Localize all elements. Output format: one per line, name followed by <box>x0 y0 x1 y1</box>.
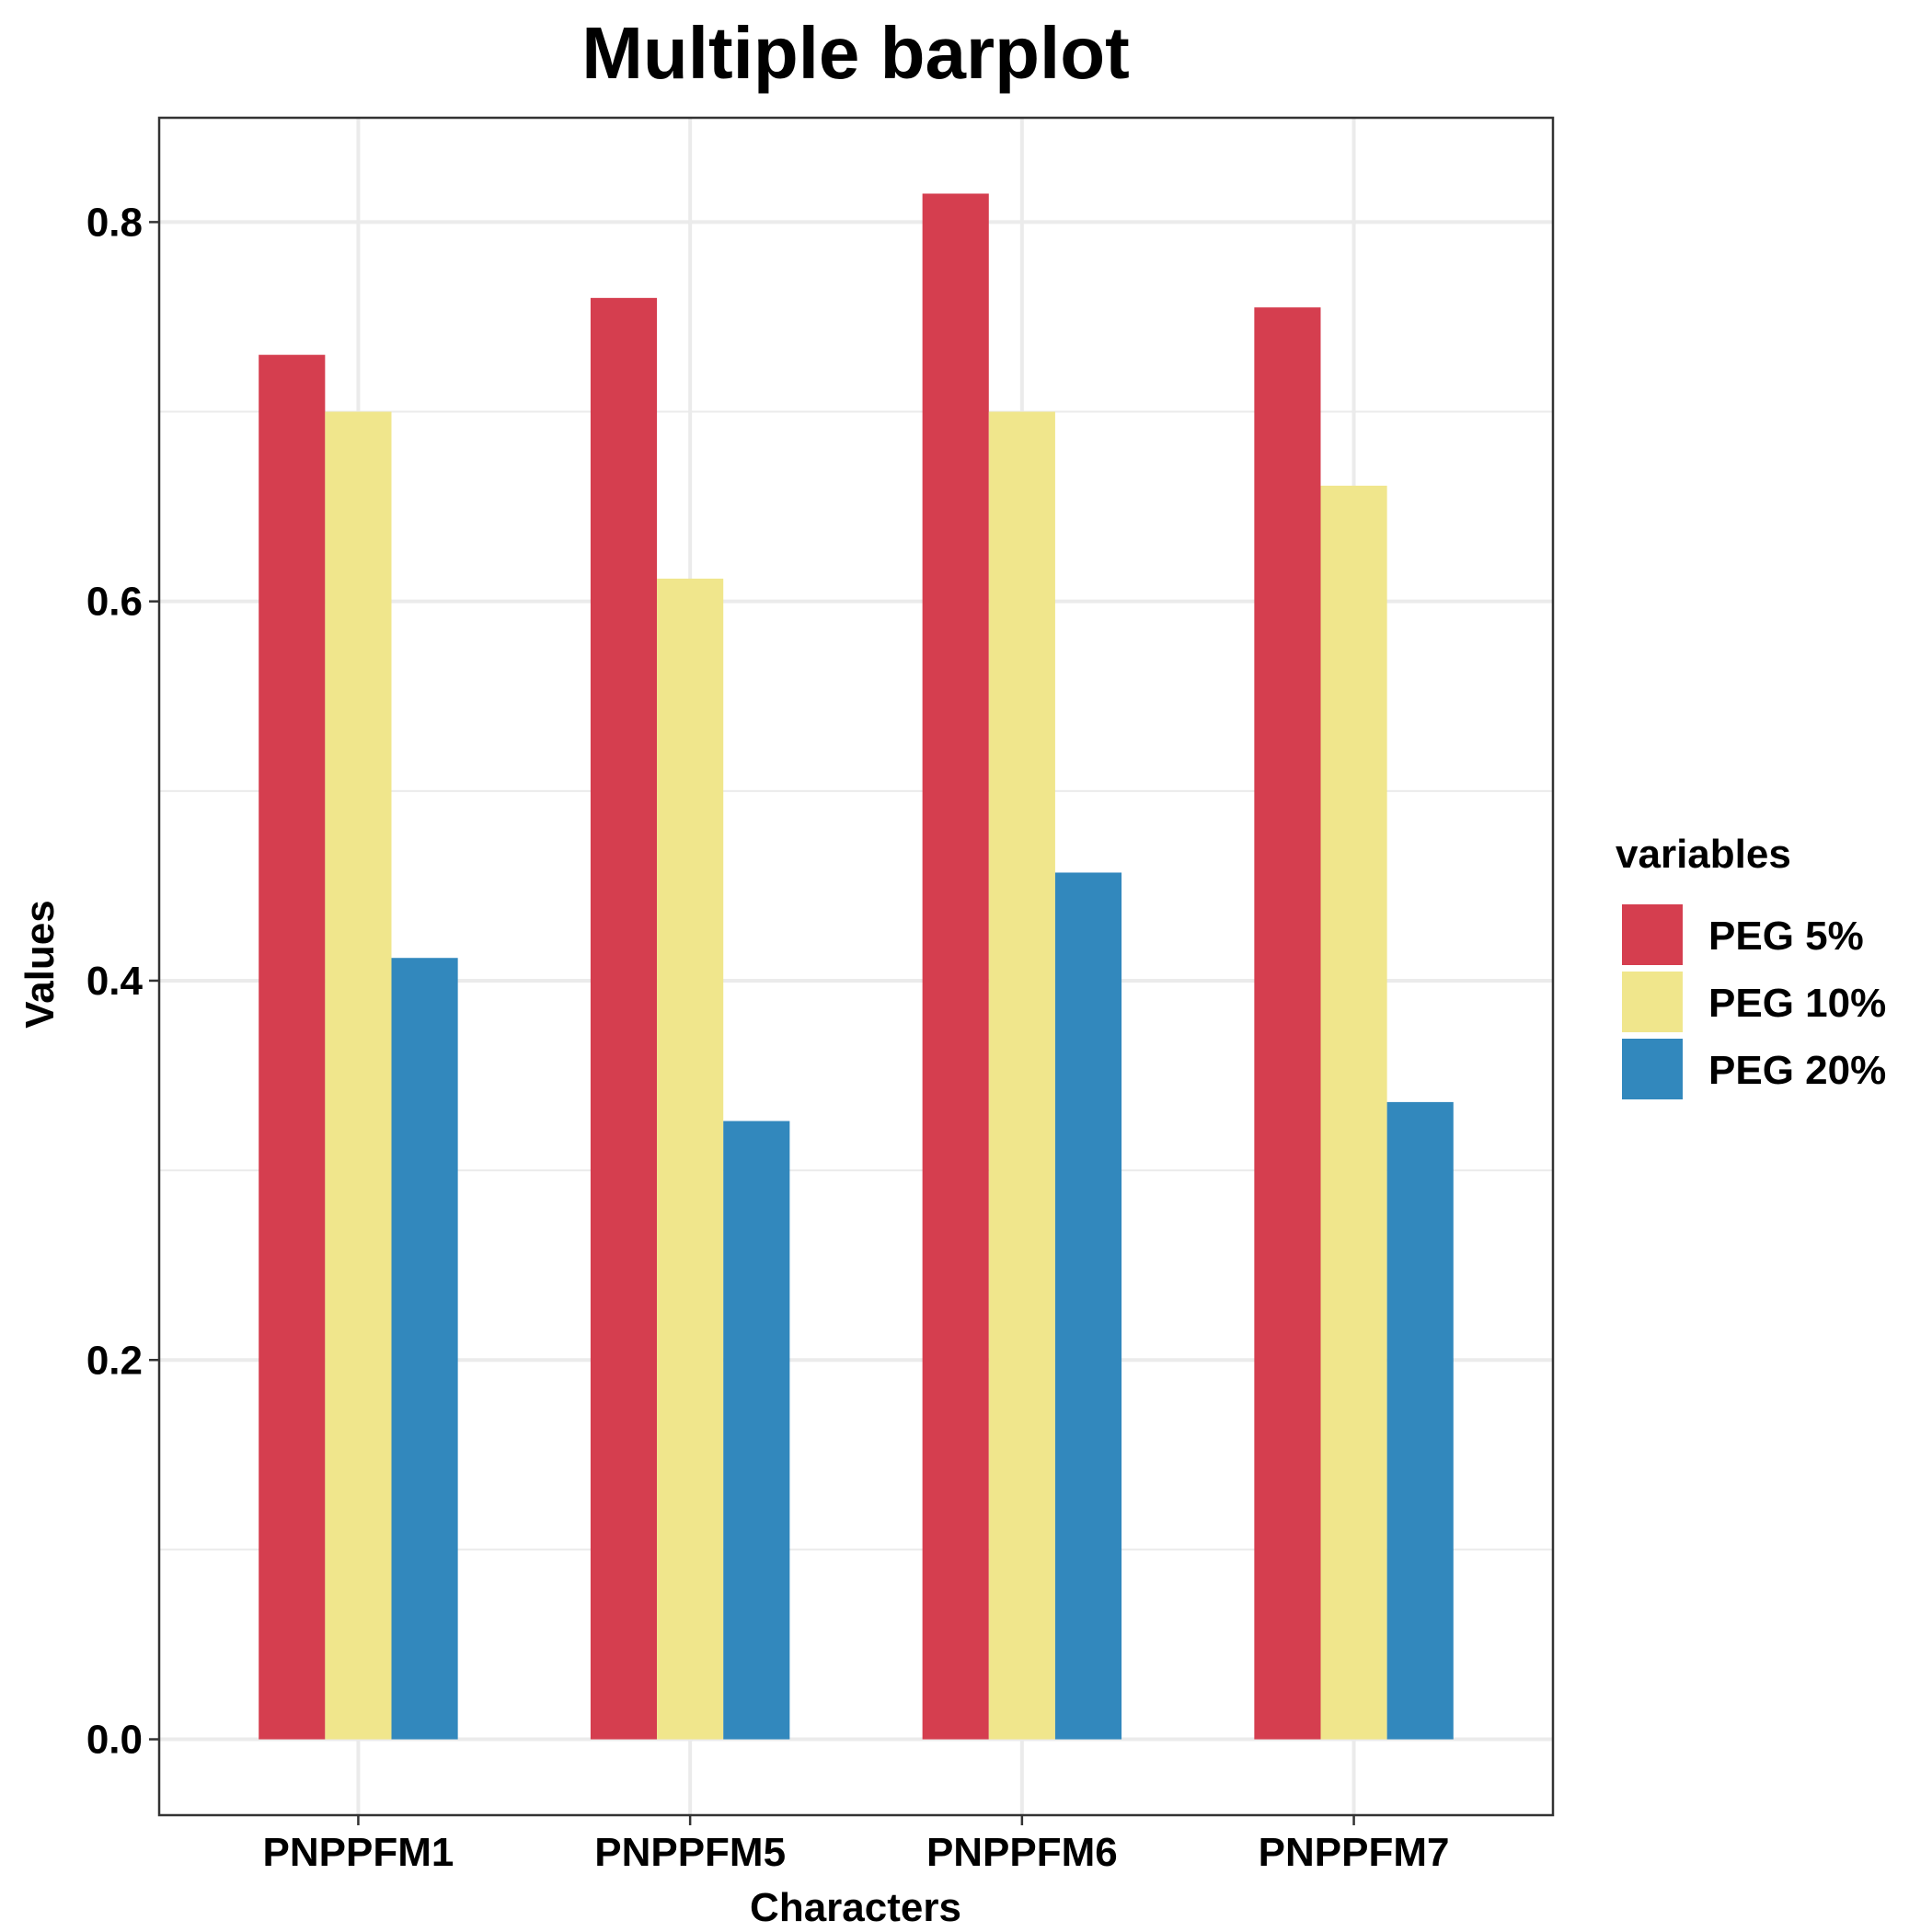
x-tick-label: PNPPFM7 <box>1259 1830 1450 1875</box>
y-axis-title: Values <box>17 900 63 1028</box>
bar <box>988 411 1055 1740</box>
bar <box>1386 1101 1454 1740</box>
y-tick-label: 0.0 <box>86 1718 143 1763</box>
bar <box>922 193 989 1740</box>
y-tick-label: 0.6 <box>86 580 143 625</box>
chart-title: Multiple barplot <box>581 12 1130 94</box>
y-tick-label: 0.8 <box>86 200 143 245</box>
bar <box>590 297 658 1740</box>
legend-label: PEG 20% <box>1708 1048 1886 1093</box>
bar <box>657 578 724 1740</box>
plot-area: 0.0 0.2 0.4 0.6 0.8 PNPPFM1 PNPPFM5 PNPPFM6 PNPP… <box>86 116 1555 1875</box>
y-tick-label: 0.2 <box>86 1338 143 1383</box>
bar <box>723 1121 790 1740</box>
bar <box>1320 485 1387 1740</box>
legend-key <box>1622 1039 1683 1099</box>
panel-border <box>157 116 1555 1817</box>
x-tick-label: PNPPFM1 <box>263 1830 454 1875</box>
legend-label: PEG 5% <box>1708 914 1864 959</box>
bar <box>1254 307 1321 1740</box>
legend-label: PEG 10% <box>1708 981 1886 1026</box>
bar <box>391 958 458 1740</box>
legend: variables PEG 5% PEG 10% PEG 20% <box>1616 832 1886 1099</box>
legend-key <box>1622 972 1683 1032</box>
x-axis-title: Characters <box>750 1885 961 1930</box>
bar <box>325 411 392 1740</box>
legend-title: variables <box>1616 832 1791 877</box>
x-tick-label: PNPPFM5 <box>594 1830 786 1875</box>
bar <box>1054 872 1122 1740</box>
x-tick-label: PNPPFM6 <box>926 1830 1118 1875</box>
y-tick-label: 0.4 <box>86 959 144 1004</box>
legend-key <box>1622 904 1683 965</box>
bar <box>259 354 326 1740</box>
